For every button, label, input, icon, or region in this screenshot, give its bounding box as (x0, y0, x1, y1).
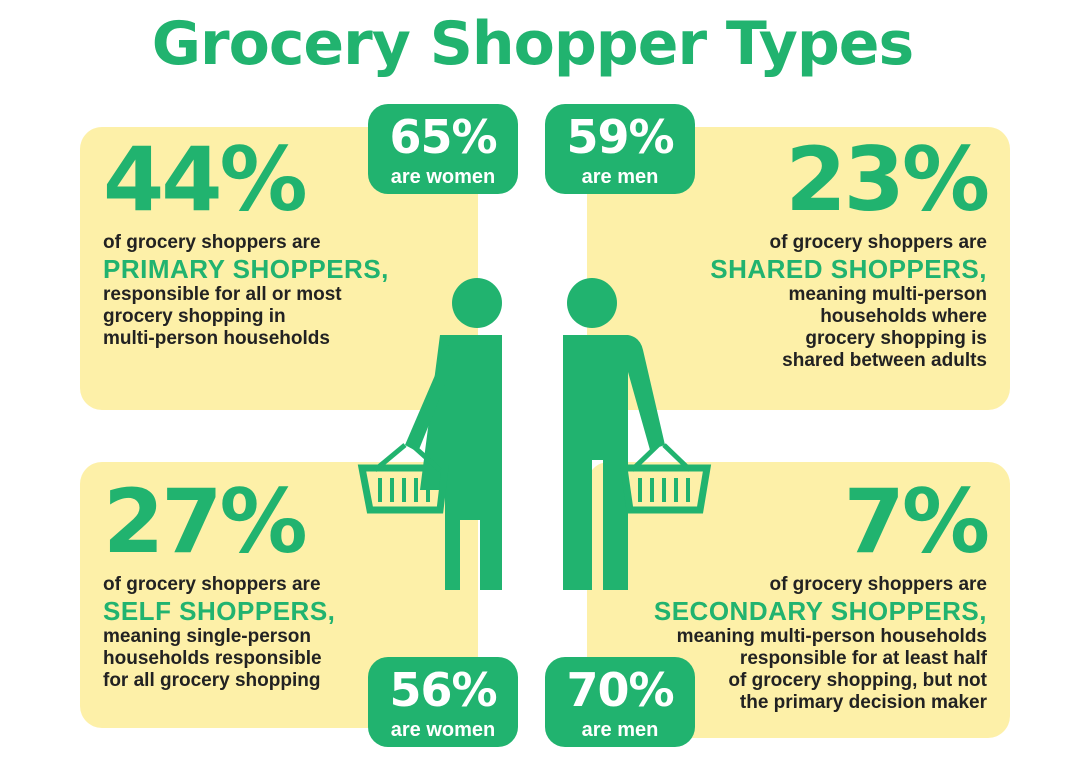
self-percent: 27% (103, 470, 308, 573)
badge-label: are women (390, 719, 496, 741)
badge-percent: 56% (389, 663, 497, 717)
primary-type: PRIMARY SHOPPERS, (103, 254, 389, 284)
primary-desc-1: responsible for all or most (103, 284, 342, 305)
badge-label: are men (581, 719, 659, 741)
shared-desc-2: households where (820, 306, 987, 327)
badge-self-women: 56% are women (368, 657, 518, 747)
shared-desc-4: shared between adults (782, 350, 987, 371)
primary-desc-3: multi-person households (103, 328, 330, 349)
self-intro: of grocery shoppers are (103, 574, 321, 595)
secondary-desc-1: meaning multi-person households (676, 626, 987, 647)
self-type: SELF SHOPPERS, (103, 596, 336, 626)
primary-desc-2: grocery shopping in (103, 306, 286, 327)
badge-percent: 59% (566, 110, 674, 164)
badge-label: are women (390, 166, 496, 188)
self-desc-2: households responsible (103, 648, 322, 669)
woman-shopper-with-basket-icon (357, 278, 502, 590)
shared-desc-1: meaning multi-person (788, 284, 987, 305)
primary-intro: of grocery shoppers are (103, 232, 321, 253)
secondary-desc-4: the primary decision maker (739, 692, 987, 713)
page-title: Grocery Shopper Types (151, 9, 914, 79)
primary-shoppers-block: 44% of grocery shoppers are PRIMARY SHOP… (103, 128, 389, 350)
primary-percent: 44% (103, 128, 308, 231)
secondary-type: SECONDARY SHOPPERS, (653, 596, 987, 626)
secondary-desc-2: responsible for at least half (739, 648, 987, 669)
secondary-shoppers-block: 7% of grocery shoppers are SECONDARY SHO… (653, 470, 990, 714)
self-shoppers-block: 27% of grocery shoppers are SELF SHOPPER… (103, 470, 335, 692)
shared-type: SHARED SHOPPERS, (710, 254, 987, 284)
badge-percent: 70% (566, 663, 674, 717)
secondary-percent: 7% (843, 470, 990, 573)
badge-primary-women: 65% are women (368, 104, 518, 194)
man-shopper-with-basket-icon (563, 278, 712, 590)
secondary-desc-3: of grocery shopping, but not (728, 670, 987, 691)
shared-shoppers-block: 23% of grocery shoppers are SHARED SHOPP… (710, 128, 990, 372)
self-desc-3: for all grocery shopping (103, 670, 321, 691)
shared-percent: 23% (785, 128, 990, 231)
badge-label: are men (581, 166, 659, 188)
badge-shared-men: 59% are men (545, 104, 695, 194)
badge-percent: 65% (389, 110, 497, 164)
self-desc-1: meaning single-person (103, 626, 311, 647)
badge-secondary-men: 70% are men (545, 657, 695, 747)
shared-intro: of grocery shoppers are (769, 232, 987, 253)
secondary-intro: of grocery shoppers are (769, 574, 987, 595)
shared-desc-3: grocery shopping is (805, 328, 987, 349)
